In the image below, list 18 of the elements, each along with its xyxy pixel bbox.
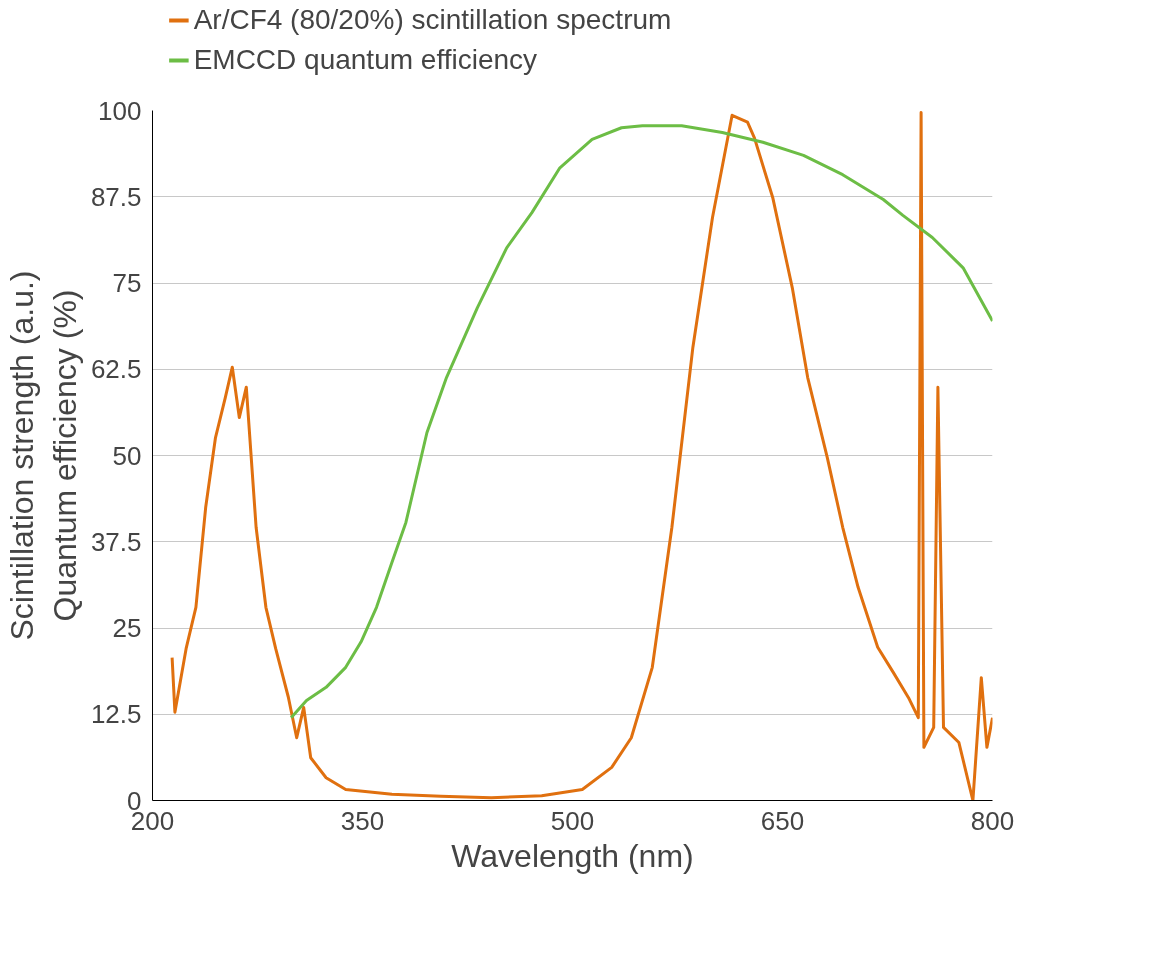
x-tick-label: 500 (550, 805, 595, 836)
y-tick-label: 75 (112, 268, 142, 298)
y-tick-label: 12.5 (90, 699, 142, 730)
x-tick-label: 800 (970, 805, 1015, 836)
y-tick-label: 50 (112, 440, 142, 471)
line-series (289, 124, 993, 720)
y-tick-label: 25 (112, 613, 142, 643)
legend-label: EMCCD quantum efficiency (193, 43, 538, 77)
y-tick-label: 62.5 (90, 354, 142, 385)
y-tick-label: 37.5 (90, 526, 142, 557)
y-tick-label: 100 (98, 95, 142, 126)
legend-label: Ar/CF4 (80/20%) scintillation spectrum (193, 3, 672, 37)
x-tick-label: 350 (340, 805, 385, 836)
x-tick-label: 650 (760, 805, 805, 836)
y-axis-title: Scintillation strength (a.u.) Quantum efficiency (%) (3, 270, 83, 641)
x-axis-title: Wavelength (nm) (451, 837, 694, 874)
y-tick-label: 87.5 (90, 181, 142, 212)
line-series (170, 111, 993, 801)
